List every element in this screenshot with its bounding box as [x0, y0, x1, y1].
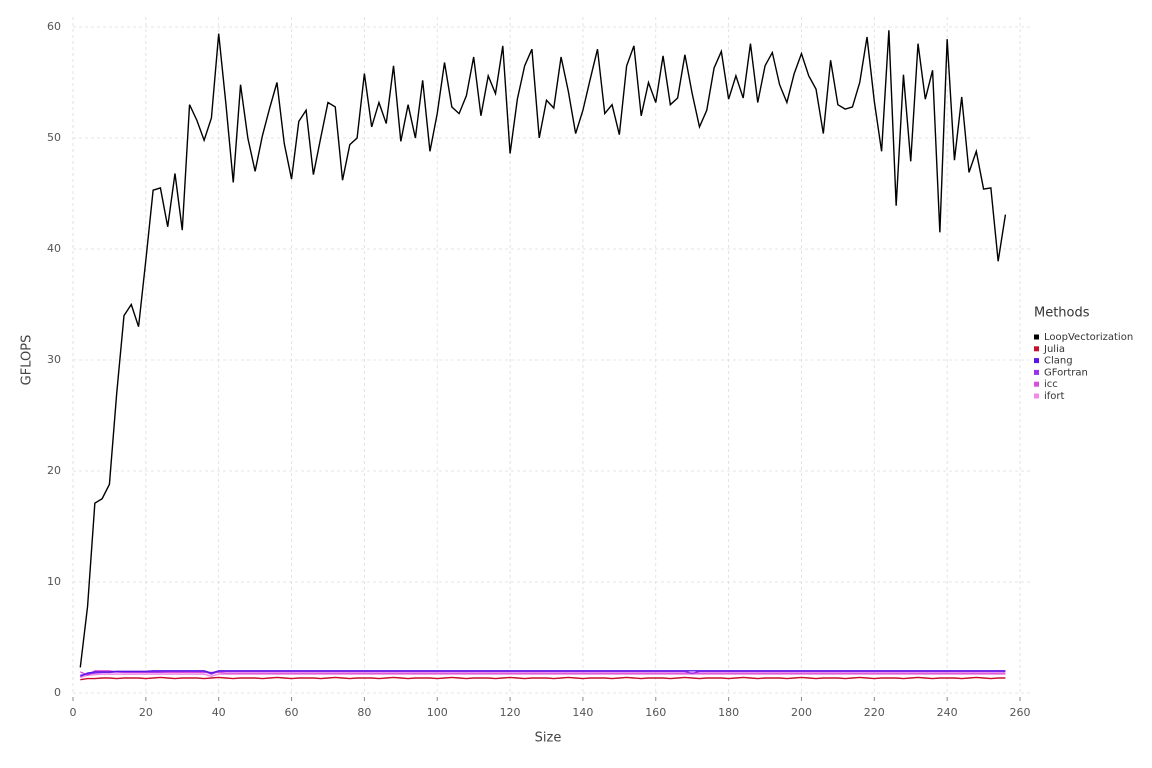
x-axis-label: Size: [535, 731, 562, 746]
y-tick-label: 0: [54, 686, 61, 699]
series-line: [79, 670, 1006, 677]
x-tick-label: 140: [572, 706, 593, 719]
y-tick-label: 20: [47, 464, 61, 477]
series-line: [80, 673, 1006, 679]
series-line: [80, 676, 1006, 681]
x-tick-label: 60: [285, 706, 299, 719]
series-line: [79, 670, 1006, 677]
legend-label: icc: [1044, 379, 1058, 390]
legend-swatch: [1034, 346, 1039, 352]
y-tick-label: 60: [47, 20, 61, 33]
x-tick-label: 0: [70, 706, 77, 719]
y-tick-label: 40: [47, 242, 61, 255]
legend-swatch: [1034, 381, 1039, 387]
legend-label: LoopVectorization: [1044, 332, 1133, 343]
x-tick-label: 220: [864, 706, 885, 719]
legend-swatch: [1034, 393, 1039, 399]
y-axis-label: GFLOPS: [20, 335, 35, 386]
x-tick-label: 120: [500, 706, 521, 719]
x-tick-label: 180: [718, 706, 739, 719]
x-tick-label: 240: [937, 706, 958, 719]
legend-label: Julia: [1043, 344, 1065, 355]
legend-swatch: [1034, 334, 1039, 340]
x-tick-label: 160: [645, 706, 666, 719]
legend-label: GFortran: [1044, 367, 1088, 378]
legend-label: Clang: [1044, 356, 1073, 367]
legend-title: Methods: [1034, 306, 1090, 321]
legend-swatch: [1034, 369, 1039, 375]
x-tick-label: 100: [427, 706, 448, 719]
y-tick-label: 10: [47, 575, 61, 588]
x-tick-label: 80: [357, 706, 371, 719]
x-tick-label: 200: [791, 706, 812, 719]
legend-swatch: [1034, 358, 1039, 364]
y-tick-label: 50: [47, 131, 61, 144]
x-tick-label: 40: [212, 706, 226, 719]
y-tick-label: 30: [47, 353, 61, 366]
series-line: [79, 30, 1007, 668]
legend-label: ifort: [1044, 391, 1065, 402]
x-tick-label: 20: [139, 706, 153, 719]
x-tick-label: 260: [1010, 706, 1031, 719]
